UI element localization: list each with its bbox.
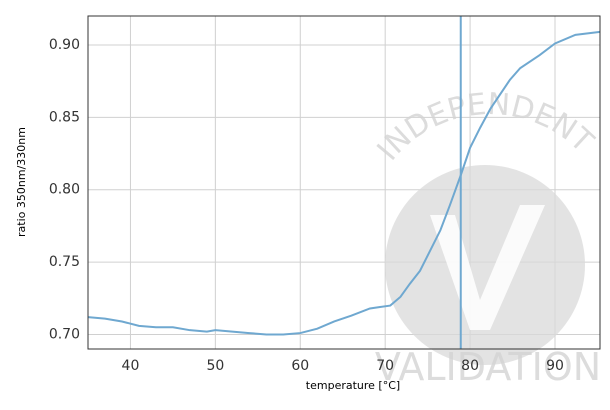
y-tick-label: 0.85: [49, 109, 80, 125]
watermark-top: INDEPENDENT: [371, 87, 601, 168]
x-tick-label: 40: [122, 358, 140, 374]
x-tick-label: 50: [206, 358, 224, 374]
y-axis-label: ratio 350nm/330nm: [15, 127, 28, 237]
x-tick-label: 80: [461, 358, 479, 374]
plot-frame: [87, 15, 601, 350]
y-tick-label: 0.80: [49, 182, 80, 198]
x-tick-label: 60: [291, 358, 309, 374]
y-tick-label: 0.75: [49, 254, 80, 270]
x-axis-label: temperature [°C]: [306, 379, 400, 392]
x-tick-label: 90: [546, 358, 564, 374]
watermark-check: [430, 205, 545, 330]
watermark-bottom: VALIDATION: [375, 345, 601, 389]
y-tick-label: 0.70: [49, 327, 80, 343]
watermark-top-text: INDEPENDENT: [371, 87, 601, 168]
data-line: [87, 30, 601, 336]
watermark: INDEPENDENT VALIDATION: [371, 87, 602, 389]
watermark-circle: [385, 165, 585, 365]
x-tick-label: 70: [376, 358, 394, 374]
y-tick-label: 0.90: [49, 37, 80, 53]
